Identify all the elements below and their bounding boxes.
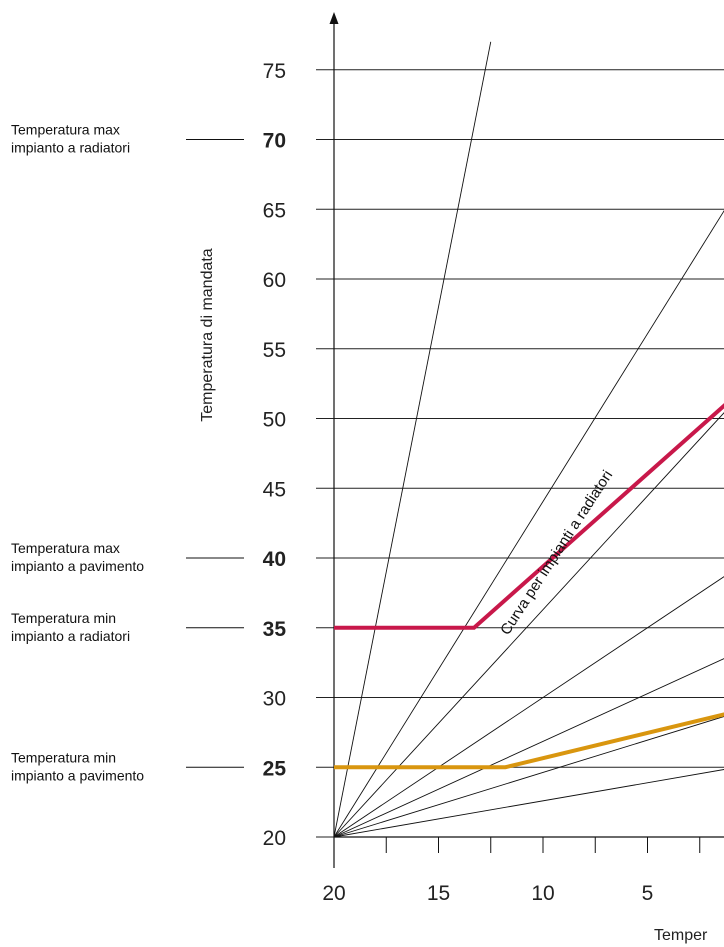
y-tick-label-30: 30 — [263, 688, 286, 711]
y-tick-label-40: 40 — [263, 548, 286, 571]
annotation-label: Temperatura min — [11, 610, 116, 626]
radiator-curve — [334, 403, 724, 630]
labels: Curva per impianti a radiatori 20 25 30 35 40… — [11, 60, 708, 944]
fan-line-5 — [333, 658, 724, 838]
x-tick-label-15: 15 — [427, 882, 450, 905]
y-tick-label-75: 75 — [263, 60, 286, 83]
y-tick-label-25: 25 — [263, 757, 287, 780]
fan-line-4 — [333, 576, 724, 838]
y-tick-label-65: 65 — [263, 199, 286, 222]
y-tick-label-60: 60 — [263, 269, 286, 292]
annotation-label: impianto a radiatori — [11, 628, 130, 644]
radiator-curve-label: Curva per impianti a radiatori — [497, 467, 616, 638]
annotation-label: impianto a pavimento — [11, 767, 144, 783]
y-tick-label-20: 20 — [263, 827, 286, 850]
grid-lines — [316, 69, 724, 838]
y-tick-label-50: 50 — [263, 409, 286, 432]
annotation-label: impianto a pavimento — [11, 558, 144, 574]
y-axis-arrow — [329, 12, 339, 24]
annotation-label: Temperatura min — [11, 749, 116, 765]
annotation-label: impianto a radiatori — [11, 140, 130, 156]
fan-lines — [333, 41, 724, 838]
y-tick-label-35: 35 — [263, 618, 287, 641]
series-lines — [334, 403, 724, 770]
x-tick-label-10: 10 — [531, 882, 554, 905]
y-axis-title: Temperatura di mandata — [199, 248, 216, 422]
y-tick-label-45: 45 — [263, 478, 286, 501]
annotation-label: Temperatura max — [11, 540, 120, 556]
y-tick-label-70: 70 — [263, 130, 286, 153]
fan-line-2 — [333, 210, 724, 838]
fan-line-1 — [333, 41, 492, 838]
y-tick-label-55: 55 — [263, 339, 286, 362]
annotation-label: Temperatura max — [11, 122, 120, 138]
x-axis-title: Temper — [654, 927, 708, 944]
fan-line-3 — [333, 412, 724, 838]
fan-line-6 — [333, 716, 724, 838]
floor-curve — [334, 712, 724, 770]
x-tick-label-20: 20 — [322, 882, 345, 905]
x-tick-label-5: 5 — [642, 882, 654, 905]
axes — [329, 12, 724, 868]
fan-line-7 — [333, 769, 724, 838]
